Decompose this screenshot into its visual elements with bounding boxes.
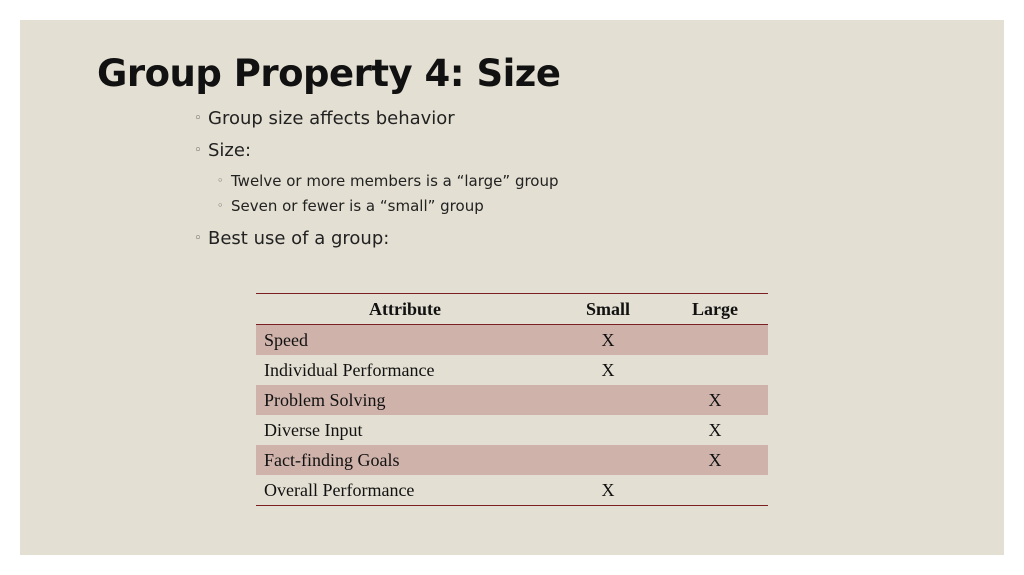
sub-bullet-large: ◦ Twelve or more members is a “large” gr… xyxy=(194,170,559,195)
small-cell xyxy=(554,415,662,445)
attribute-cell: Overall Performance xyxy=(256,475,554,506)
bullet-size: ◦ Size: xyxy=(194,138,559,170)
attribute-cell: Fact-finding Goals xyxy=(256,445,554,475)
table-row: Problem Solving X xyxy=(256,385,768,415)
sub-bullet-text: Twelve or more members is a “large” grou… xyxy=(231,172,559,190)
sub-bullet-small: ◦ Seven or fewer is a “small” group xyxy=(194,195,559,220)
slide: Group Property 4: Size ◦ Group size affe… xyxy=(20,20,1004,555)
table-row: Speed X xyxy=(256,324,768,355)
bullet-best-use: ◦ Best use of a group: xyxy=(194,226,559,258)
header-attribute: Attribute xyxy=(256,293,554,325)
large-cell xyxy=(662,355,768,385)
small-cell: X xyxy=(554,324,662,355)
small-cell xyxy=(554,385,662,415)
table-header-row: Attribute Small Large xyxy=(256,293,768,325)
small-cell xyxy=(554,445,662,475)
small-cell: X xyxy=(601,359,615,380)
header-small: Small xyxy=(554,293,662,325)
bullet-group-size: ◦ Group size affects behavior xyxy=(194,106,559,138)
table-row: Diverse Input X xyxy=(256,415,768,445)
large-cell: X xyxy=(662,385,768,415)
table-row: Fact-finding Goals X xyxy=(256,445,768,475)
attribute-cell: Individual Performance xyxy=(264,359,435,380)
bullet-marker-icon: ◦ xyxy=(217,174,224,187)
small-cell: X xyxy=(554,475,662,506)
large-cell xyxy=(662,324,768,355)
bullet-text: Best use of a group: xyxy=(208,228,390,249)
group-size-table: Attribute Small Large Speed X Individual… xyxy=(256,293,768,506)
bullet-marker-icon: ◦ xyxy=(194,143,202,158)
bullet-list: ◦ Group size affects behavior ◦ Size: ◦ … xyxy=(194,106,559,258)
bullet-marker-icon: ◦ xyxy=(217,199,224,212)
sub-bullet-text: Seven or fewer is a “small” group xyxy=(231,197,484,215)
attribute-cell: Speed xyxy=(256,324,554,355)
large-cell: X xyxy=(708,419,722,440)
table-row: Individual Performance X xyxy=(256,355,768,385)
slide-title: Group Property 4: Size xyxy=(97,52,561,95)
table-row: Overall Performance X xyxy=(256,475,768,506)
bullet-text: Size: xyxy=(208,140,252,161)
attribute-cell: Problem Solving xyxy=(256,385,554,415)
bullet-marker-icon: ◦ xyxy=(194,111,202,126)
attribute-cell: Diverse Input xyxy=(264,419,363,440)
large-cell xyxy=(662,475,768,506)
header-large: Large xyxy=(662,293,768,325)
large-cell: X xyxy=(662,445,768,475)
bullet-text: Group size affects behavior xyxy=(208,108,455,129)
bullet-marker-icon: ◦ xyxy=(194,231,202,246)
